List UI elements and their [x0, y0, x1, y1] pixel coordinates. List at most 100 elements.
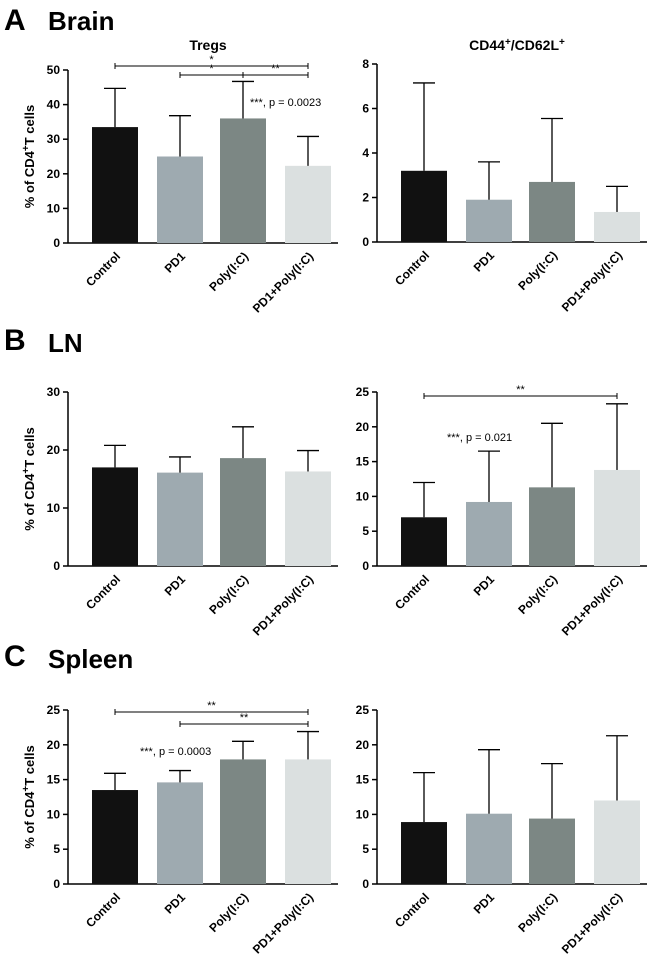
bar-pd1	[157, 782, 203, 884]
y-tick-label: 10	[356, 807, 370, 821]
category-label: Control	[83, 572, 123, 612]
chart-ln-tregs: 0 10 20 30 % of CD4+T cells Control PD1 Poly(I:…	[21, 385, 338, 638]
y-tick-label: 0	[53, 236, 60, 250]
category-label: Control	[83, 249, 123, 289]
y-tick-label: 20	[356, 420, 370, 434]
y-tick-label: 6	[362, 102, 369, 116]
chart-spleen-tregs: 0 5 10 15 20 25 % of CD4+T cells Control PD1 Poly…	[21, 700, 338, 956]
y-tick-label: 40	[47, 98, 61, 112]
significance-label: **	[240, 712, 249, 724]
bar-poly-i-c-	[529, 181, 575, 242]
category-label: PD1+Poly(I:C)	[559, 248, 625, 314]
bar-pd1	[157, 156, 203, 243]
y-tick-label: 5	[53, 842, 60, 856]
y-tick-label: 4	[362, 146, 369, 160]
category-label: PD1+Poly(I:C)	[250, 249, 316, 315]
category-label: PD1	[162, 890, 189, 917]
y-tick-label: 20	[356, 738, 370, 752]
y-axis-label: % of CD4+T cells	[21, 105, 38, 208]
y-axis-label: % of CD4+T cells	[21, 427, 38, 530]
bar-poly-i-c-	[220, 759, 266, 884]
category-label: Control	[392, 890, 432, 930]
significance-label: **	[207, 700, 216, 712]
category-label: Poly(I:C)	[515, 572, 560, 617]
y-tick-label: 8	[362, 57, 369, 71]
bar-poly-i-c-	[529, 818, 575, 884]
bar-pd1-poly-i-c-	[285, 165, 331, 243]
chart-ln-cd44: 0 5 10 15 20 25 Control PD1 Poly(I:C)PD1+Poly(I:…	[356, 384, 647, 638]
significance-label: **	[271, 63, 280, 75]
y-tick-label: 25	[47, 703, 61, 717]
category-label: PD1+Poly(I:C)	[250, 572, 316, 638]
bar-pd1-poly-i-c-	[594, 469, 640, 566]
y-tick-label: 20	[47, 443, 61, 457]
category-label: Control	[392, 248, 432, 288]
bar-control	[92, 127, 138, 243]
category-label: PD1	[471, 572, 498, 599]
y-tick-label: 5	[362, 524, 369, 538]
category-label: Poly(I:C)	[206, 890, 251, 935]
bar-pd1-poly-i-c-	[594, 211, 640, 242]
bar-pd1	[466, 501, 512, 566]
y-tick-label: 30	[47, 132, 61, 146]
chart-spleen-cd44: 0 5 10 15 20 25 Control PD1 Poly(I:C)PD1+Poly(I:…	[356, 703, 647, 956]
panel-title-ln: LN	[48, 328, 83, 358]
category-label: PD1+Poly(I:C)	[250, 890, 316, 956]
y-tick-label: 5	[362, 842, 369, 856]
category-label: PD1	[162, 249, 189, 276]
bar-control	[92, 790, 138, 884]
bar-control	[401, 517, 447, 566]
panel-letter-c: C	[4, 640, 26, 673]
panel-title-brain: Brain	[48, 6, 114, 36]
chart-title: CD44+/CD62L+	[469, 37, 565, 54]
y-tick-label: 25	[356, 703, 370, 717]
bar-control	[401, 170, 447, 242]
y-tick-label: 10	[47, 807, 61, 821]
chart-brain-cd44: CD44+/CD62L+ 0 2 4 6 8 Control PD1 Poly(I:C)PD1+…	[362, 37, 647, 314]
y-tick-label: 10	[47, 501, 61, 515]
y-axis-label: % of CD4+T cells	[21, 745, 38, 848]
panel-title-spleen: Spleen	[48, 644, 133, 674]
y-tick-label: 20	[47, 167, 61, 181]
chart-title: Tregs	[189, 37, 227, 53]
category-label: Control	[83, 890, 123, 930]
y-tick-label: 2	[362, 191, 369, 205]
bar-pd1-poly-i-c-	[285, 759, 331, 884]
category-label: PD1	[471, 248, 498, 275]
y-tick-label: 50	[47, 63, 61, 77]
p-value-annotation: ***, p = 0.021	[447, 432, 512, 444]
y-tick-label: 0	[53, 877, 60, 891]
category-label: PD1	[162, 572, 189, 599]
p-value-annotation: ***, p = 0.0023	[250, 97, 321, 109]
chart-brain-tregs: Tregs 0 10 20 30 40 50 % of CD4+T cells Control P…	[21, 37, 338, 315]
bar-pd1-poly-i-c-	[594, 800, 640, 884]
y-tick-label: 0	[362, 877, 369, 891]
y-tick-label: 0	[362, 559, 369, 573]
significance-label: *	[209, 63, 214, 75]
y-tick-label: 10	[47, 201, 61, 215]
significance-label: **	[516, 384, 525, 396]
y-tick-label: 20	[47, 738, 61, 752]
bar-control	[401, 822, 447, 884]
y-tick-label: 0	[362, 235, 369, 249]
bar-pd1	[157, 472, 203, 566]
bar-poly-i-c-	[220, 458, 266, 566]
panel-letter-b: B	[4, 324, 26, 357]
category-label: Control	[392, 572, 432, 612]
category-label: Poly(I:C)	[515, 248, 560, 293]
y-tick-label: 15	[47, 773, 61, 787]
y-tick-label: 25	[356, 385, 370, 399]
bar-control	[92, 467, 138, 566]
category-label: PD1+Poly(I:C)	[559, 572, 625, 638]
category-label: PD1	[471, 890, 498, 917]
significance-label: *	[209, 54, 214, 66]
category-label: PD1+Poly(I:C)	[559, 890, 625, 956]
category-label: Poly(I:C)	[515, 890, 560, 935]
y-tick-label: 30	[47, 385, 61, 399]
bar-poly-i-c-	[220, 118, 266, 243]
bar-pd1	[466, 199, 512, 242]
category-label: Poly(I:C)	[206, 249, 251, 294]
y-tick-label: 10	[356, 489, 370, 503]
